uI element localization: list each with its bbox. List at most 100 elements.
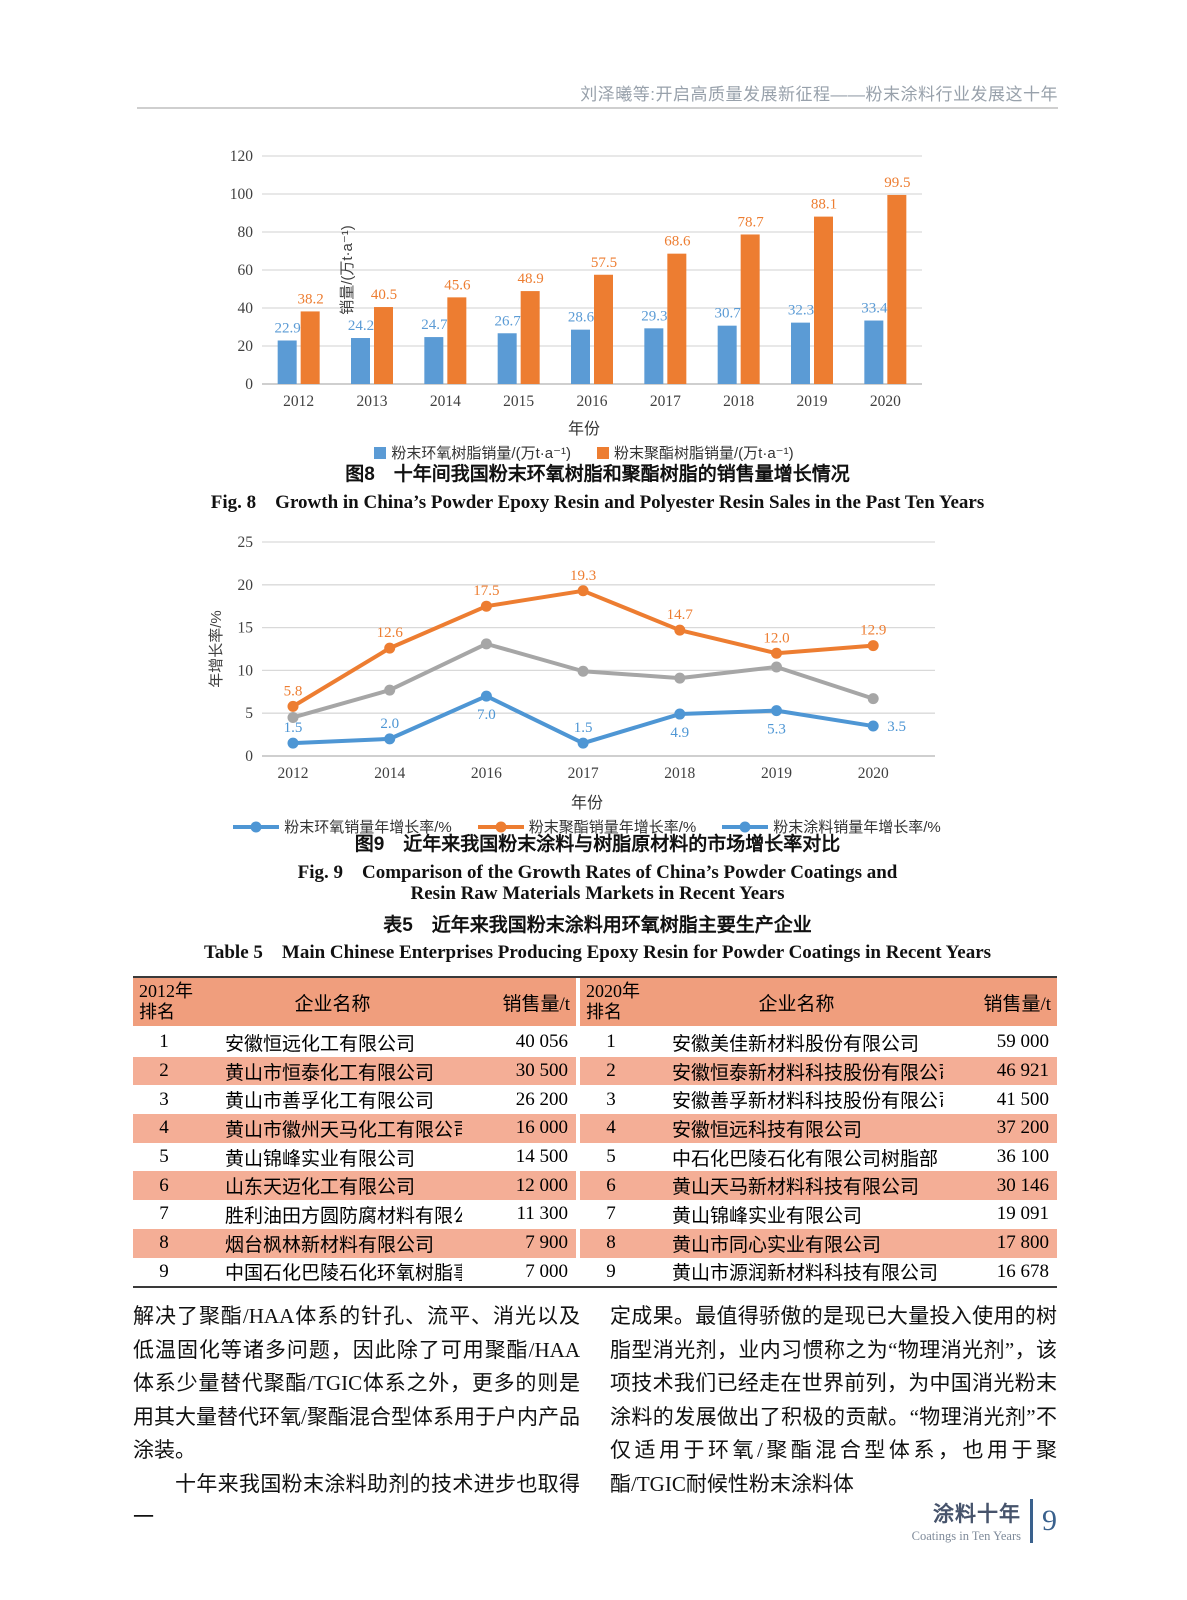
svg-text:78.7: 78.7: [738, 214, 765, 230]
cell-rank: 4: [606, 1117, 616, 1139]
svg-text:2015: 2015: [503, 393, 534, 410]
cell-company-name: 山东天迈化工有限公司: [225, 1177, 416, 1199]
svg-text:20: 20: [238, 577, 254, 594]
cell-sales-volume: 46 921: [996, 1060, 1049, 1082]
cell-sales-volume: 17 800: [996, 1232, 1049, 1254]
cell-rank: 7: [159, 1203, 169, 1225]
cell-rank: 6: [159, 1174, 169, 1196]
svg-text:60: 60: [238, 262, 254, 279]
legend-line-marker-icon: [722, 821, 769, 833]
cell-sales-volume: 16 678: [996, 1260, 1049, 1282]
cell-sales-volume: 36 100: [996, 1146, 1049, 1168]
legend-swatch-icon: [374, 446, 387, 459]
cell-sales-volume: 30 500: [515, 1060, 568, 1082]
svg-text:32.3: 32.3: [788, 303, 814, 319]
header-rule: [137, 107, 1058, 109]
svg-text:2.0: 2.0: [380, 716, 399, 732]
cell-company-name: 黄山市徽州天马化工有限公司: [225, 1119, 462, 1141]
cell-company-name: 黄山市同心实业有限公司: [672, 1234, 882, 1256]
cell-company-name: 黄山市源润新材料科技有限公司: [672, 1263, 939, 1285]
svg-text:2020: 2020: [870, 393, 901, 410]
column-header-name: 企业名称: [294, 993, 371, 1015]
legend-line-marker-icon: [233, 821, 280, 833]
svg-text:22.9: 22.9: [275, 320, 301, 336]
svg-text:2019: 2019: [797, 393, 828, 410]
table-row: 4 黄山市徽州天马化工有限公司 16 000: [133, 1114, 576, 1143]
svg-text:120: 120: [230, 148, 254, 165]
table-row: 5 中石化巴陵石化有限公司树脂部 36 100: [580, 1142, 1057, 1172]
cell-company-name: 黄山市恒泰化工有限公司: [225, 1062, 435, 1084]
table-header-row: 2020年 排名 企业名称 销售量/t: [580, 978, 1057, 1028]
svg-text:1.5: 1.5: [574, 720, 593, 736]
svg-text:2018: 2018: [664, 765, 695, 782]
svg-text:12.0: 12.0: [763, 630, 789, 646]
svg-text:38.2: 38.2: [298, 291, 324, 307]
fig8-caption-en: Fig. 8 Growth in China’s Powder Epoxy Re…: [210, 492, 985, 513]
svg-text:40.5: 40.5: [371, 287, 397, 303]
cell-sales-volume: 26 200: [515, 1088, 568, 1110]
table-row: 5 黄山锦峰实业有限公司 14 500: [133, 1142, 576, 1172]
paragraph: 十年来我国粉末涂料助剂的技术进步也取得一: [133, 1471, 580, 1530]
svg-text:12.6: 12.6: [377, 625, 404, 641]
cell-rank: 8: [159, 1232, 169, 1254]
svg-text:45.6: 45.6: [444, 277, 471, 293]
body-column-right: 定成果。最值得骄傲的是现已大量投入使用的树脂型消光剂，业内习惯称之为“物理消光剂…: [610, 1300, 1057, 1535]
legend-line-marker-icon: [477, 821, 524, 833]
svg-text:年增长率/%: 年增长率/%: [208, 610, 225, 688]
legend-label: 粉末环氧树脂销量/(万t·a⁻¹): [391, 445, 571, 462]
svg-text:48.9: 48.9: [518, 271, 544, 287]
svg-text:2012: 2012: [283, 393, 314, 410]
legend-label: 粉末聚酯树脂销量/(万t·a⁻¹): [614, 445, 794, 462]
fig8-caption-zh: 图8 十年间我国粉末环氧树脂和聚酯树脂的销售量增长情况: [345, 464, 850, 485]
cell-rank: 2: [159, 1060, 169, 1082]
column-header-rank: 2012年 排名: [139, 980, 193, 1022]
svg-text:2014: 2014: [374, 765, 405, 782]
svg-text:33.4: 33.4: [861, 301, 888, 317]
table5-caption-en: Table 5 Main Chinese Enterprises Produci…: [203, 942, 992, 963]
svg-text:5: 5: [245, 705, 253, 722]
paragraph: 解决了聚酯/HAA体系的针孔、流平、消光以及低温固化等诸多问题，因此除了可用聚酯…: [133, 1304, 580, 1462]
cell-company-name: 安徽善孚新材料科技股份有限公司: [672, 1091, 943, 1113]
footer-divider-bar: [1030, 1499, 1033, 1543]
legend-item: 粉末涂料销量年增长率/%: [722, 816, 941, 837]
page-number: 9: [1042, 1504, 1057, 1537]
svg-text:24.2: 24.2: [348, 318, 374, 334]
svg-text:29.3: 29.3: [641, 308, 667, 324]
cell-company-name: 中石化巴陵石化有限公司树脂部: [672, 1148, 939, 1170]
svg-text:20: 20: [238, 338, 254, 355]
svg-text:28.6: 28.6: [568, 310, 595, 326]
svg-text:25: 25: [238, 534, 254, 551]
legend-label: 粉末聚酯销量年增长率/%: [528, 819, 697, 836]
cell-sales-volume: 37 200: [996, 1117, 1049, 1139]
svg-text:2020: 2020: [858, 765, 889, 782]
legend-item: 粉末环氧树脂销量/(万t·a⁻¹): [374, 442, 571, 463]
svg-text:2013: 2013: [357, 393, 388, 410]
svg-text:2014: 2014: [430, 393, 461, 410]
cell-company-name: 黄山锦峰实业有限公司: [672, 1205, 863, 1227]
cell-sales-volume: 14 500: [515, 1146, 568, 1168]
fig8-x-axis-title: 年份: [567, 421, 600, 438]
table-row: 9 黄山市源润新材料科技有限公司 16 678: [580, 1257, 1057, 1287]
table-row: 8 烟台枫林新材料有限公司 7 900: [133, 1228, 576, 1258]
cell-sales-volume: 40 056: [515, 1031, 568, 1053]
svg-text:2016: 2016: [471, 765, 502, 782]
svg-text:99.5: 99.5: [884, 175, 910, 191]
cell-sales-volume: 11 300: [516, 1203, 568, 1225]
svg-text:80: 80: [238, 224, 254, 241]
svg-text:1.5: 1.5: [284, 720, 303, 736]
line-chart-fig9: 0 5 10 15 20 25 年增长率/% 1.5 2.0 7.0 1.5 4.9 5.3 3.5 5.8…: [207, 526, 967, 789]
cell-company-name: 中国石化巴陵石化环氧树脂事业部: [225, 1263, 462, 1285]
paragraph: 定成果。最值得骄傲的是现已大量投入使用的树脂型消光剂，业内习惯称之为“物理消光剂…: [610, 1304, 1057, 1496]
table-half-divider: [576, 978, 580, 1287]
svg-text:19.3: 19.3: [570, 568, 596, 584]
svg-text:0: 0: [245, 748, 253, 765]
legend-label: 粉末环氧销量年增长率/%: [284, 819, 452, 836]
table-row: 8 黄山市同心实业有限公司 17 800: [580, 1228, 1057, 1258]
cell-sales-volume: 7 900: [525, 1232, 568, 1254]
svg-text:24.7: 24.7: [421, 317, 448, 333]
cell-sales-volume: 19 091: [996, 1203, 1049, 1225]
cell-company-name: 黄山天马新材料科技有限公司: [672, 1177, 920, 1199]
cell-rank: 8: [606, 1232, 616, 1254]
table-row: 3 黄山市善孚化工有限公司 26 200: [133, 1085, 576, 1115]
